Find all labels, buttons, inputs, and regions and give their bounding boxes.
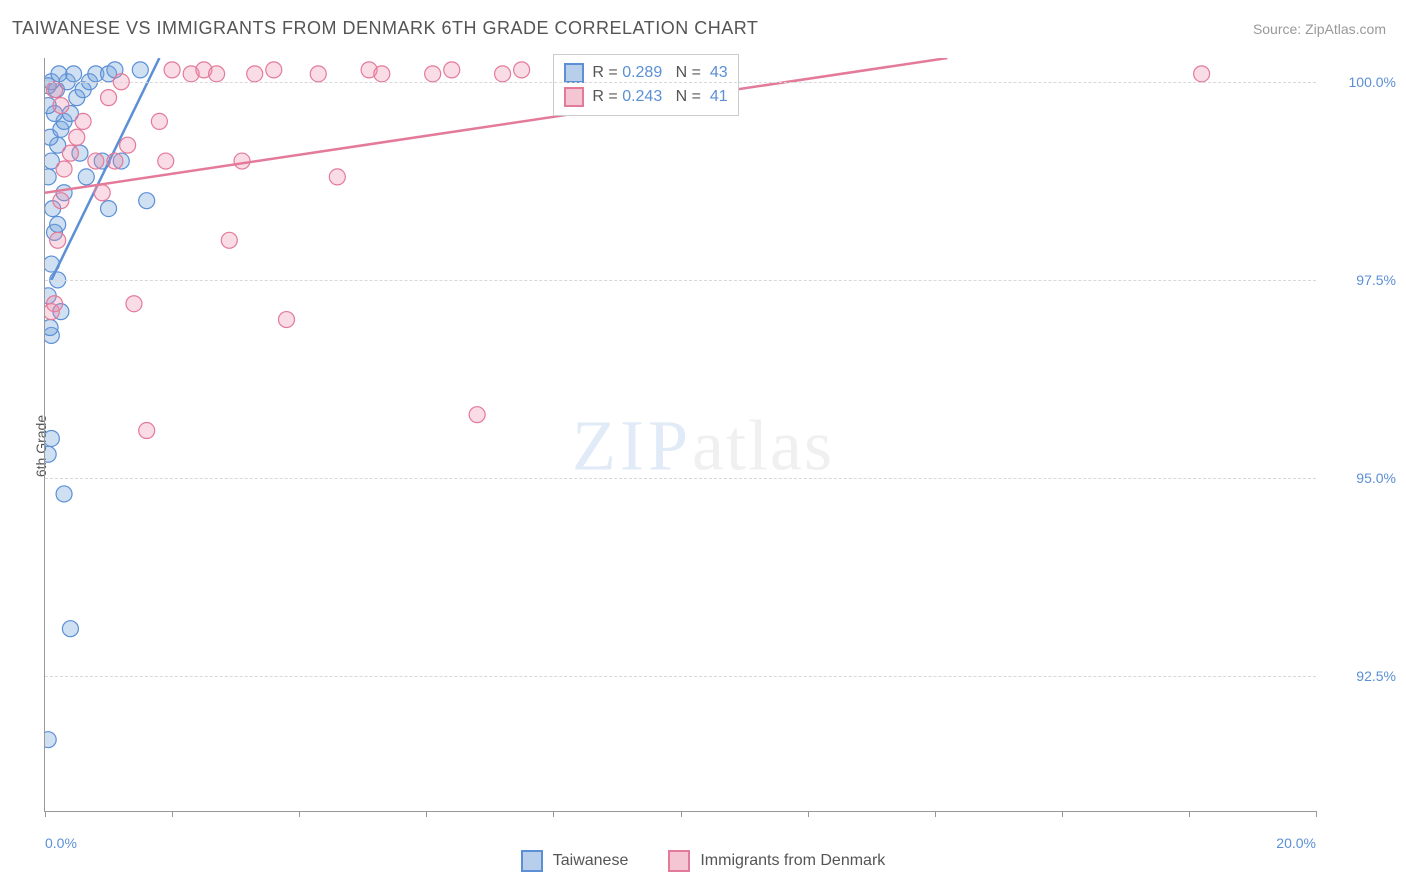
taiwanese-point bbox=[139, 193, 155, 209]
x-tick-label: 20.0% bbox=[1276, 835, 1316, 851]
denmark-point bbox=[151, 113, 167, 129]
denmark-point bbox=[50, 232, 66, 248]
y-tick-label: 92.5% bbox=[1356, 668, 1396, 684]
denmark-point bbox=[329, 169, 345, 185]
denmark-legend-swatch-icon bbox=[668, 850, 690, 872]
denmark-point bbox=[278, 312, 294, 328]
taiwanese-point bbox=[45, 732, 56, 748]
plot-area: R = 0.289 N = 43R = 0.243 N = 41 92.5%95… bbox=[44, 58, 1316, 812]
x-tick-label: 0.0% bbox=[45, 835, 77, 851]
denmark-point bbox=[374, 66, 390, 82]
denmark-swatch-icon bbox=[564, 87, 584, 107]
denmark-point bbox=[495, 66, 511, 82]
denmark-point bbox=[425, 66, 441, 82]
legend-item-denmark: Immigrants from Denmark bbox=[668, 850, 885, 872]
denmark-point bbox=[56, 161, 72, 177]
denmark-point bbox=[53, 98, 69, 114]
legend-item-taiwanese: Taiwanese bbox=[521, 850, 629, 872]
denmark-point bbox=[62, 145, 78, 161]
y-tick-label: 100.0% bbox=[1349, 74, 1396, 90]
legend: Taiwanese Immigrants from Denmark bbox=[0, 850, 1406, 872]
denmark-point bbox=[266, 62, 282, 78]
taiwanese-swatch-icon bbox=[564, 63, 584, 83]
taiwanese-point bbox=[56, 486, 72, 502]
taiwanese-point bbox=[66, 66, 82, 82]
denmark-point bbox=[88, 153, 104, 169]
denmark-point bbox=[101, 90, 117, 106]
stats-row-denmark: R = 0.243 N = 41 bbox=[564, 85, 727, 109]
x-tick-mark bbox=[1189, 811, 1190, 817]
legend-label: Immigrants from Denmark bbox=[700, 852, 885, 870]
taiwanese-legend-swatch-icon bbox=[521, 850, 543, 872]
denmark-point bbox=[469, 407, 485, 423]
stats-text: R = 0.243 N = 41 bbox=[592, 88, 727, 106]
denmark-point bbox=[47, 82, 63, 98]
x-tick-mark bbox=[426, 811, 427, 817]
chart-title: TAIWANESE VS IMMIGRANTS FROM DENMARK 6TH… bbox=[12, 18, 758, 39]
denmark-point bbox=[139, 423, 155, 439]
taiwanese-point bbox=[45, 430, 59, 446]
y-tick-label: 95.0% bbox=[1356, 470, 1396, 486]
x-tick-mark bbox=[553, 811, 554, 817]
x-tick-mark bbox=[299, 811, 300, 817]
scatter-svg bbox=[45, 58, 1316, 811]
taiwanese-point bbox=[45, 169, 56, 185]
denmark-point bbox=[234, 153, 250, 169]
denmark-point bbox=[53, 193, 69, 209]
taiwanese-point bbox=[45, 446, 56, 462]
x-tick-mark bbox=[45, 811, 46, 817]
source-attribution: Source: ZipAtlas.com bbox=[1253, 21, 1386, 37]
denmark-point bbox=[1194, 66, 1210, 82]
gridline bbox=[45, 280, 1316, 281]
denmark-point bbox=[75, 113, 91, 129]
denmark-point bbox=[126, 296, 142, 312]
x-tick-mark bbox=[1316, 811, 1317, 817]
denmark-point bbox=[47, 296, 63, 312]
gridline bbox=[45, 676, 1316, 677]
x-tick-mark bbox=[172, 811, 173, 817]
denmark-point bbox=[164, 62, 180, 78]
denmark-point bbox=[120, 137, 136, 153]
denmark-point bbox=[158, 153, 174, 169]
gridline bbox=[45, 82, 1316, 83]
denmark-point bbox=[94, 185, 110, 201]
legend-label: Taiwanese bbox=[553, 852, 629, 870]
taiwanese-point bbox=[78, 169, 94, 185]
denmark-point bbox=[209, 66, 225, 82]
y-tick-label: 97.5% bbox=[1356, 272, 1396, 288]
stats-text: R = 0.289 N = 43 bbox=[592, 64, 727, 82]
taiwanese-point bbox=[45, 319, 58, 335]
stats-info-box: R = 0.289 N = 43 R = 0.243 N = 41 bbox=[553, 54, 738, 116]
denmark-point bbox=[69, 129, 85, 145]
x-tick-mark bbox=[808, 811, 809, 817]
denmark-point bbox=[514, 62, 530, 78]
taiwanese-point bbox=[50, 216, 66, 232]
gridline bbox=[45, 478, 1316, 479]
denmark-point bbox=[247, 66, 263, 82]
x-tick-mark bbox=[1062, 811, 1063, 817]
x-tick-mark bbox=[681, 811, 682, 817]
denmark-point bbox=[107, 153, 123, 169]
denmark-point bbox=[310, 66, 326, 82]
x-tick-mark bbox=[935, 811, 936, 817]
denmark-point bbox=[221, 232, 237, 248]
chart-header: TAIWANESE VS IMMIGRANTS FROM DENMARK 6TH… bbox=[0, 0, 1406, 39]
taiwanese-point bbox=[101, 201, 117, 217]
denmark-point bbox=[444, 62, 460, 78]
taiwanese-point bbox=[62, 621, 78, 637]
taiwanese-point bbox=[132, 62, 148, 78]
